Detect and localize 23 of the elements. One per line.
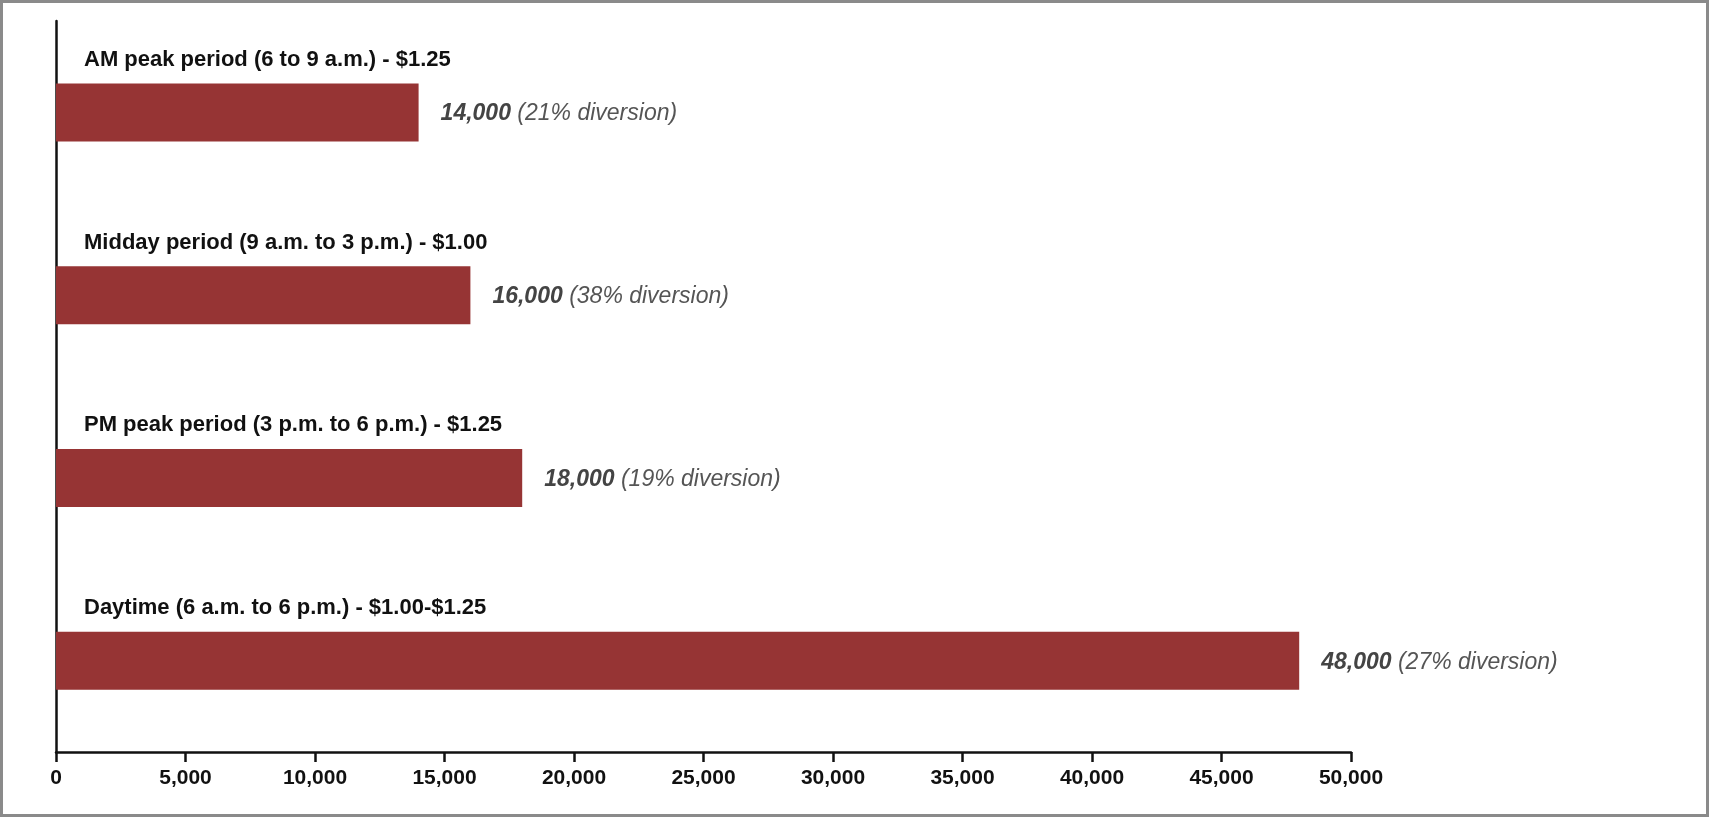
data-label: 18,000 (19% diversion) bbox=[544, 464, 781, 491]
x-tick-label: 15,000 bbox=[412, 765, 477, 788]
data-label: 48,000 (27% diversion) bbox=[1320, 647, 1558, 674]
bar bbox=[56, 631, 1300, 690]
x-tick-label: 20,000 bbox=[541, 765, 607, 788]
bar bbox=[56, 266, 471, 325]
y-tick-label: PM peak period (3 p.m. to 6 p.m.) - $1.25 bbox=[84, 411, 503, 437]
x-tick-label: 0 bbox=[50, 765, 62, 788]
data-label: 14,000 (21% diversion) bbox=[440, 99, 678, 126]
x-tick-label: 30,000 bbox=[800, 765, 866, 788]
x-tick-label: 35,000 bbox=[930, 765, 995, 788]
y-tick-label: AM peak period (6 to 9 a.m.) - $1.25 bbox=[84, 45, 451, 71]
x-tick-label: 5,000 bbox=[159, 765, 212, 788]
x-tick-label: 40,000 bbox=[1059, 765, 1125, 788]
x-tick-label: 50,000 bbox=[1318, 765, 1384, 788]
data-label: 16,000 (38% diversion) bbox=[492, 282, 729, 309]
bar bbox=[56, 83, 419, 142]
x-tick-label: 45,000 bbox=[1189, 765, 1254, 788]
y-tick-label: Midday period (9 a.m. to 3 p.m.) - $1.00 bbox=[84, 228, 488, 254]
x-tick-label: 10,000 bbox=[282, 765, 348, 788]
y-tick-label: Daytime (6 a.m. to 6 p.m.) - $1.00-$1.25 bbox=[84, 594, 487, 620]
x-tick-label: 25,000 bbox=[671, 765, 736, 788]
bar bbox=[56, 448, 523, 507]
